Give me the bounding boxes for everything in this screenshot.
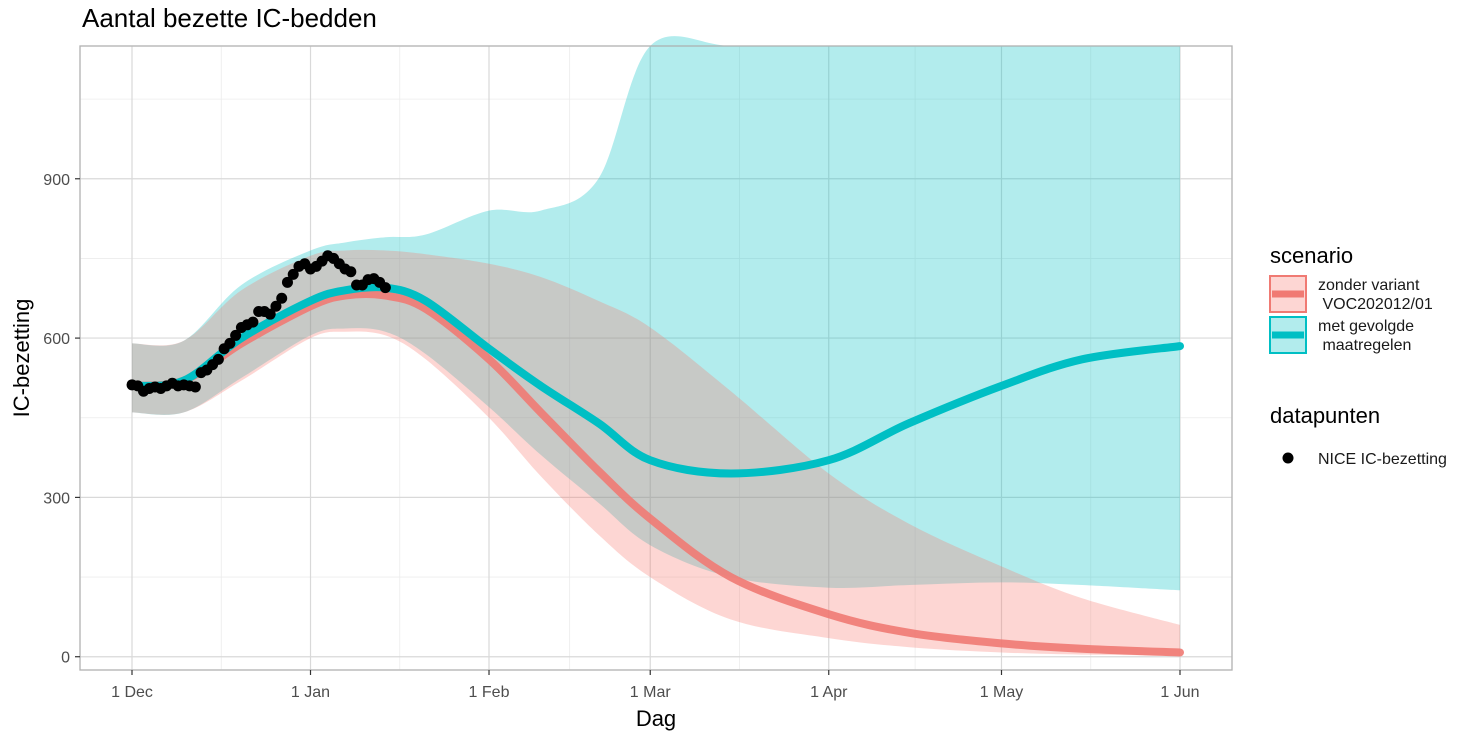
x-tick-label: 1 Jun [1160,684,1199,701]
data-point [189,381,201,393]
y-tick-label: 300 [43,490,70,507]
legend-label-nice: NICE IC-bezetting [1318,451,1447,468]
y-tick-label: 0 [61,650,70,667]
series-line-0 [128,290,1184,657]
chart-title: Aantal bezette IC-bedden [82,3,377,33]
major-gridlines [80,46,1232,670]
x-tick-label: 1 May [980,684,1024,701]
legend-title-scenario: scenario [1270,243,1353,268]
data-point [379,282,391,294]
data-point [247,316,259,328]
data-point [230,329,242,341]
band-1 [132,36,1180,591]
data-point [276,292,288,304]
legend-key-nice [1282,452,1294,464]
data-point [270,300,282,312]
legend-label-met-maatregelen: met gevolgde maatregelen [1318,318,1414,354]
x-tick-label: 1 Jan [291,684,330,701]
legend-title-datapunten: datapunten [1270,403,1380,428]
plot-panel-border [79,45,1233,671]
series-line-1 [128,282,1184,478]
data-point [212,353,224,365]
y-tick-label: 600 [43,331,70,348]
data-point [345,266,357,278]
series-lines [128,282,1184,657]
data-point [287,268,299,280]
confidence-bands [132,36,1180,656]
data-point [224,337,236,349]
legend-item-met-maatregelen: met gevolgde maatregelen [1269,316,1414,354]
minor-gridlines [80,46,1232,670]
data-points [126,250,391,397]
y-axis-title: IC-bezetting [9,299,34,418]
data-point [281,276,293,288]
legend: scenario zonder variant VOC202012/01 met… [1269,243,1447,468]
x-tick-label: 1 Feb [469,684,510,701]
x-tick-label: 1 Dec [111,684,153,701]
plot-panel [79,45,1233,671]
x-axis-title: Dag [636,706,676,731]
y-tick-label: 900 [43,172,70,189]
x-tick-label: 1 Mar [630,684,672,701]
band-0 [132,249,1180,656]
x-tick-label: 1 Apr [810,684,848,701]
y-axis-ticks: 0 300 600 900 [43,172,80,667]
legend-label-zonder-variant: zonder variant VOC202012/01 [1318,277,1433,313]
data-point [264,308,276,320]
legend-item-zonder-variant: zonder variant VOC202012/01 [1269,275,1433,313]
x-axis-ticks: 1 Dec 1 Jan 1 Feb 1 Mar 1 Apr 1 May 1 Jun [111,670,1200,701]
